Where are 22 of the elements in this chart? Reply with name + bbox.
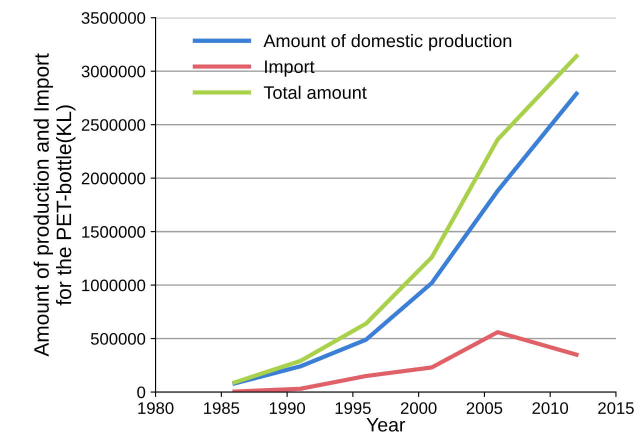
x-tick-label: 2005 — [466, 402, 502, 414]
y-tick-label: 500000 — [90, 332, 146, 345]
x-tick-label: 1995 — [336, 402, 371, 414]
x-tick-label: 2015 — [598, 402, 634, 414]
x-tick-label: 1985 — [204, 402, 240, 414]
legend-label: Amount of domestic production — [263, 34, 512, 51]
y-tick-label: 0 — [137, 386, 146, 398]
x-tick-label: 1990 — [270, 402, 305, 414]
y-tick-label: 3500000 — [82, 12, 146, 24]
x-tick-label: 2000 — [400, 402, 437, 414]
line-series — [232, 330, 579, 392]
y-tick-label: 2500000 — [82, 119, 146, 131]
x-axis-title: Year — [366, 418, 406, 432]
x-tick-label: 2010 — [532, 402, 568, 414]
y-tick-label: 2000000 — [82, 172, 146, 184]
y-tick-label: 1500000 — [82, 226, 146, 238]
x-tick-label: 1980 — [138, 402, 174, 414]
y-tick-label: 3000000 — [82, 66, 146, 78]
y-tick-label: 1000000 — [82, 280, 146, 292]
legend-label: Total amount — [264, 86, 367, 99]
y-axis-title: Amount of production and Import for the PET-bottle(KL) — [34, 53, 76, 357]
legend-label: Import — [265, 60, 314, 77]
